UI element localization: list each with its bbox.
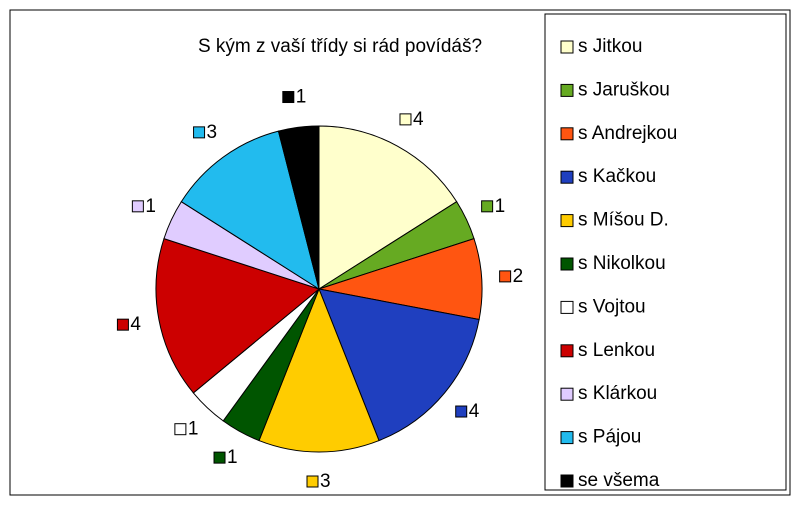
data-label-key	[282, 91, 295, 104]
pie-slice	[155, 237, 321, 394]
pie-slice	[258, 287, 380, 453]
data-label-key	[213, 451, 226, 464]
data-label: 1	[495, 196, 506, 217]
legend-key	[560, 344, 574, 358]
legend-label: s Nikolkou	[578, 253, 666, 274]
data-label: 1	[188, 419, 199, 440]
legend-key	[560, 474, 574, 488]
data-label-key	[399, 113, 412, 126]
legend-key	[560, 83, 574, 97]
pie-slice	[318, 125, 458, 290]
data-label-key	[116, 318, 129, 331]
legend-key	[560, 387, 574, 401]
legend-frame	[544, 13, 787, 491]
data-label: 1	[227, 447, 238, 468]
legend-label: s Jitkou	[578, 36, 642, 57]
legend-key	[560, 300, 574, 314]
legend-label: s Jaruškou	[578, 79, 670, 100]
legend-key	[560, 257, 574, 271]
legend-label: se všema	[578, 470, 660, 491]
legend-key	[560, 170, 574, 184]
data-label-key	[455, 405, 468, 418]
legend-key	[560, 127, 574, 141]
legend-label: s Lenkou	[578, 340, 655, 361]
data-label: 4	[413, 109, 424, 130]
data-label: 1	[145, 196, 156, 217]
pie-slice	[277, 125, 320, 290]
data-label-key	[481, 200, 494, 213]
legend-key	[560, 40, 574, 54]
data-label-key	[499, 270, 512, 283]
legend-label: s Kačkou	[578, 166, 656, 187]
pie-slice	[180, 130, 320, 291]
data-label-key	[174, 423, 187, 436]
data-label: 3	[320, 471, 331, 492]
legend-label: s Míšou D.	[578, 210, 669, 231]
legend-label: s Pájou	[578, 427, 641, 448]
data-label: 3	[207, 122, 218, 143]
legend-key	[560, 431, 574, 445]
legend-label: s Klárkou	[578, 383, 657, 404]
data-label-key	[306, 475, 319, 488]
legend-label: s Andrejkou	[578, 123, 677, 144]
data-label: 1	[296, 87, 307, 108]
data-label-key	[131, 200, 144, 213]
chart-title: S kým z vaší třídy si rád povídáš?	[198, 36, 482, 57]
legend-label: s Vojtou	[578, 296, 646, 317]
data-label: 4	[130, 314, 141, 335]
data-label-key	[193, 126, 206, 139]
legend-key	[560, 214, 574, 228]
pie-slice	[318, 288, 480, 442]
data-label: 2	[513, 266, 524, 287]
data-label: 4	[469, 401, 480, 422]
